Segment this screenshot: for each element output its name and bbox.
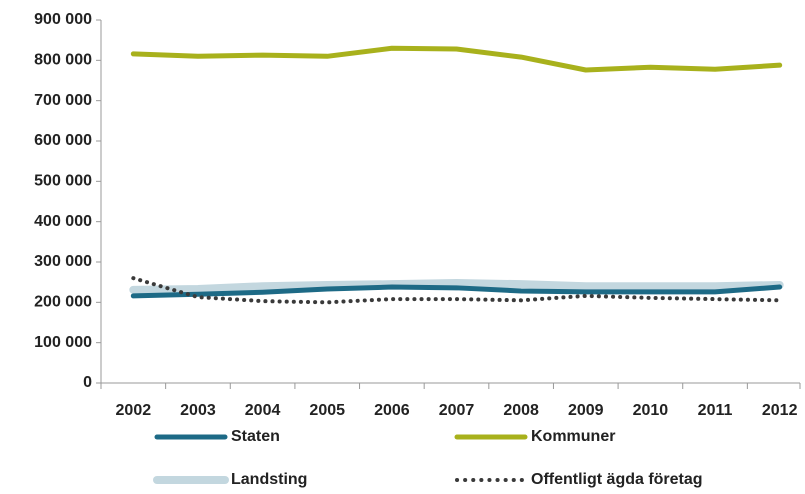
y-tick-label: 700 000 <box>34 92 92 109</box>
x-tick-label: 2012 <box>762 402 798 419</box>
y-tick-label: 200 000 <box>34 294 92 311</box>
legend-label: Kommuner <box>531 428 615 445</box>
legend-label: Offentligt ägda företag <box>531 471 703 488</box>
x-tick-label: 2010 <box>633 402 669 419</box>
x-tick-label: 2006 <box>374 402 410 419</box>
series-line <box>129 278 784 294</box>
x-tick-label: 2007 <box>439 402 475 419</box>
y-tick-label: 500 000 <box>34 173 92 190</box>
legend-label: Staten <box>231 428 280 445</box>
series-line <box>130 45 783 73</box>
x-tick-label: 2003 <box>180 402 216 419</box>
x-tick-label: 2005 <box>309 402 345 419</box>
y-tick-label: 100 000 <box>34 334 92 351</box>
y-tick-label: 300 000 <box>34 253 92 270</box>
x-tick-label: 2004 <box>245 402 281 419</box>
x-tick-label: 2008 <box>503 402 539 419</box>
y-tick-label: 600 000 <box>34 132 92 149</box>
x-tick-label: 2009 <box>568 402 604 419</box>
legend-label: Landsting <box>231 471 307 488</box>
series-line <box>131 276 782 305</box>
y-tick-label: 800 000 <box>34 52 92 69</box>
y-tick-label: 0 <box>83 374 92 391</box>
y-tick-label: 900 000 <box>34 11 92 28</box>
x-tick-label: 2011 <box>698 402 733 419</box>
x-tick-label: 2002 <box>116 402 152 419</box>
series-line <box>130 284 783 299</box>
y-tick-label: 400 000 <box>34 213 92 230</box>
